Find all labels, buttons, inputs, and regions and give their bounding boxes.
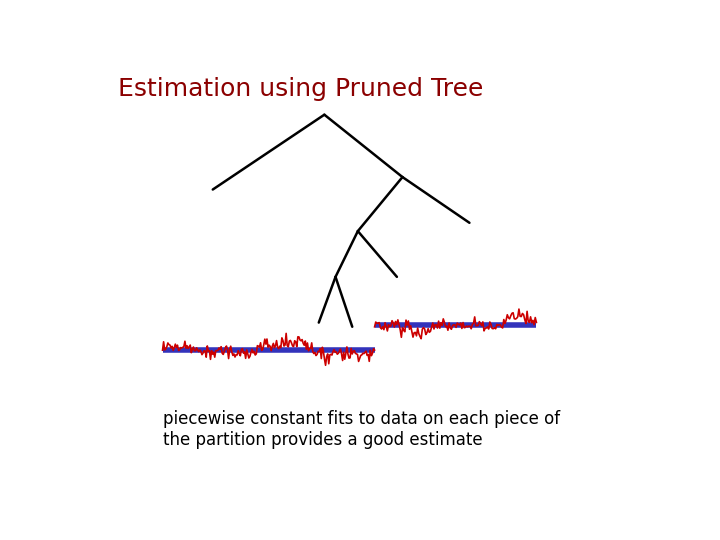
Text: Estimation using Pruned Tree: Estimation using Pruned Tree (118, 77, 483, 102)
Text: piecewise constant fits to data on each piece of
the partition provides a good e: piecewise constant fits to data on each … (163, 410, 559, 449)
